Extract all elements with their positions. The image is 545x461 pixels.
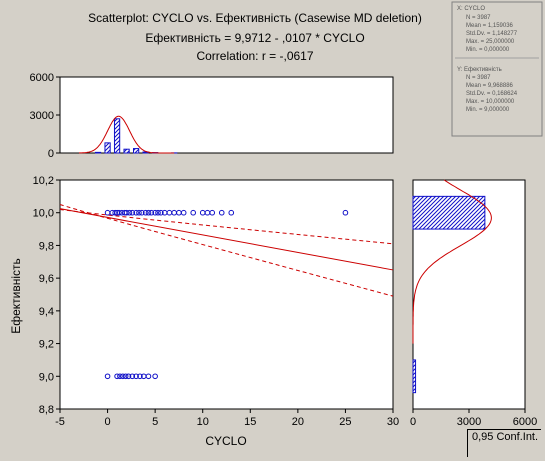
data-point <box>112 209 118 216</box>
stats-y-line: N = 3987 <box>466 75 491 81</box>
data-point <box>125 373 132 380</box>
regression-equation: Ефективність = 9,9712 - ,0107 * CYCLO <box>145 31 364 45</box>
y-axis-label: Ефективність <box>9 258 23 334</box>
top-y-tick-label: 3000 <box>30 110 54 122</box>
x-tick-label: 15 <box>244 416 256 428</box>
regression-line <box>59 208 394 271</box>
x-tick-label: 25 <box>339 416 351 428</box>
stats-x-line: N = 3987 <box>466 15 491 21</box>
stats-box: X: CYCLO N = 3987 Mean = 1,159036 Std.Dv… <box>451 1 543 137</box>
right-x-tick-label: 0 <box>410 416 416 428</box>
top-y-tick-label: 0 <box>48 148 54 160</box>
data-point <box>342 209 349 216</box>
x-axis-label: CYCLO <box>205 434 246 448</box>
data-point <box>123 209 130 216</box>
top-y-tick-label: 6000 <box>30 72 54 84</box>
histogram-bar <box>132 148 140 154</box>
data-point <box>209 209 216 216</box>
x-histogram-panel: 0 3000 6000 <box>30 72 394 160</box>
stats-x-header: X: CYCLO <box>457 6 485 12</box>
data-point <box>129 209 136 216</box>
histogram-bar <box>412 195 486 230</box>
y-tick-label: 9,2 <box>39 339 54 351</box>
x-tick-label: -5 <box>55 416 65 428</box>
data-point <box>104 373 111 380</box>
stats-y-line: Mean = 9,968886 <box>466 83 514 89</box>
data-point <box>122 373 129 380</box>
stats-y-line: Max. = 10,000000 <box>466 99 515 105</box>
x-tick-label: 10 <box>197 416 209 428</box>
stats-y-header: Y: Ефективність <box>457 67 502 73</box>
data-point <box>145 373 152 380</box>
data-point <box>155 209 161 216</box>
correlation-text: Correlation: r = -,0617 <box>196 49 313 63</box>
data-point <box>158 209 164 216</box>
confidence-band-lower <box>59 204 394 297</box>
stats-y-line: Std.Dv. = 0,168624 <box>466 91 518 97</box>
right-x-tick-label: 3000 <box>457 416 481 428</box>
data-point <box>114 373 120 380</box>
stats-x-line: Std.Dv. = 1,148277 <box>466 31 518 37</box>
x-tick-label: 0 <box>105 416 111 428</box>
stats-x-line: Min. = 0,000000 <box>466 47 510 53</box>
data-point <box>142 209 149 216</box>
data-point <box>218 209 225 216</box>
histogram-bar <box>123 148 130 154</box>
y-tick-label: 8,8 <box>39 404 54 416</box>
x-tick-label: 30 <box>387 416 399 428</box>
histogram-bar <box>94 151 102 154</box>
data-point <box>190 209 196 216</box>
data-point <box>137 373 143 380</box>
data-point <box>126 209 133 216</box>
data-point <box>133 373 139 380</box>
y-tick-label: 9,4 <box>39 306 54 318</box>
y-tick-label: 10,2 <box>33 175 54 187</box>
y-tick-label: 9,0 <box>39 371 54 383</box>
data-point <box>180 209 187 216</box>
histogram-bar <box>113 118 121 154</box>
y-tick-label: 9,6 <box>39 273 54 285</box>
x-tick-label: 5 <box>152 416 158 428</box>
data-point <box>133 209 139 216</box>
right-x-tick-label: 6000 <box>513 416 537 428</box>
histogram-bar <box>412 359 417 394</box>
histogram-bar <box>104 142 111 154</box>
y-tick-label: 9,8 <box>39 240 54 252</box>
data-point <box>117 373 123 380</box>
data-point <box>129 373 136 380</box>
data-point <box>152 209 158 216</box>
y-histogram-panel: 0 3000 6000 <box>410 179 537 428</box>
data-point <box>116 209 122 216</box>
stats-y-line: Min. = 9,000000 <box>466 107 510 113</box>
data-point <box>148 209 155 216</box>
data-point <box>139 209 145 216</box>
stats-x-line: Mean = 1,159036 <box>466 23 514 29</box>
confidence-interval-label: 0,95 Conf.Int. <box>467 429 541 457</box>
data-point <box>228 209 235 216</box>
stats-x-line: Max. = 25,000000 <box>466 39 515 45</box>
chart-title: Scatterplot: CYCLO vs. Ефективність (Cas… <box>88 11 422 25</box>
data-point <box>119 373 126 380</box>
scatter-panel: -5 0 5 10 15 20 25 30 8,8 9,0 9,2 9,4 9,6 9,8 10,0 10,… <box>33 175 400 428</box>
data-point <box>136 209 142 216</box>
data-point <box>145 209 152 216</box>
data-point <box>152 373 158 380</box>
x-tick-label: 20 <box>292 416 304 428</box>
y-tick-label: 10,0 <box>33 208 54 220</box>
